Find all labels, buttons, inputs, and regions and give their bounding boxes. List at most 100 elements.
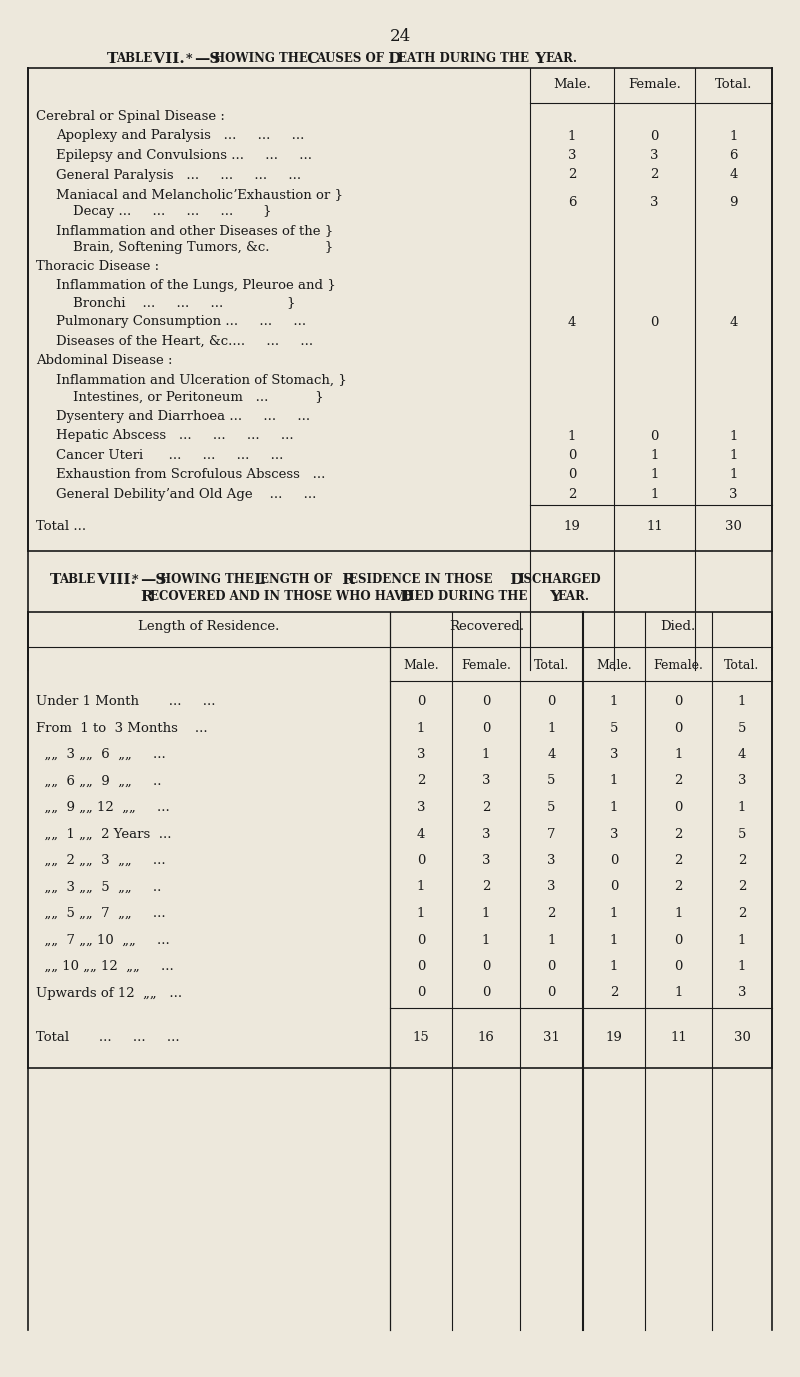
Text: 1: 1 [730, 468, 738, 482]
Text: 6: 6 [568, 196, 576, 209]
Text: Male.: Male. [553, 78, 591, 91]
Text: 11: 11 [646, 519, 663, 533]
Text: 3: 3 [650, 149, 658, 162]
Text: HOWING THE: HOWING THE [160, 573, 254, 587]
Text: 0: 0 [568, 449, 576, 463]
Text: „„  2 „„  3  „„     ...: „„ 2 „„ 3 „„ ... [36, 854, 166, 868]
Text: Total ...: Total ... [36, 519, 86, 533]
Text: 1: 1 [738, 934, 746, 946]
Text: 3: 3 [547, 880, 556, 894]
Text: 0: 0 [547, 986, 556, 1000]
Text: 4: 4 [730, 168, 738, 182]
Text: 0: 0 [650, 129, 658, 142]
Text: Cerebral or Spinal Disease :: Cerebral or Spinal Disease : [36, 110, 225, 123]
Text: 1: 1 [482, 748, 490, 761]
Text: 1: 1 [674, 907, 682, 920]
Text: 0: 0 [417, 695, 425, 708]
Text: 1: 1 [482, 907, 490, 920]
Text: 9: 9 [730, 196, 738, 209]
Text: 16: 16 [478, 1031, 494, 1044]
Text: Exhaustion from Scrofulous Abscess   ...: Exhaustion from Scrofulous Abscess ... [56, 468, 326, 482]
Text: General Debilityʼand Old Age    ...     ...: General Debilityʼand Old Age ... ... [56, 487, 316, 501]
Text: 0: 0 [547, 960, 556, 974]
Text: 0: 0 [610, 880, 618, 894]
Text: 3: 3 [568, 149, 576, 162]
Text: 1: 1 [417, 880, 425, 894]
Text: 1: 1 [730, 430, 738, 442]
Text: 1: 1 [674, 986, 682, 1000]
Text: 1: 1 [738, 960, 746, 974]
Text: Length of Residence.: Length of Residence. [138, 620, 280, 633]
Text: 3: 3 [738, 986, 746, 1000]
Text: EAR.: EAR. [545, 52, 577, 65]
Text: 30: 30 [734, 1031, 750, 1044]
Text: 1: 1 [417, 722, 425, 734]
Text: 1: 1 [547, 722, 556, 734]
Text: *: * [132, 574, 138, 587]
Text: 31: 31 [543, 1031, 560, 1044]
Text: 0: 0 [674, 801, 682, 814]
Text: Recovered.: Recovered. [449, 620, 524, 633]
Text: „„  5 „„  7  „„     ...: „„ 5 „„ 7 „„ ... [36, 907, 166, 920]
Text: 0: 0 [568, 468, 576, 482]
Text: „„  9 „„ 12  „„     ...: „„ 9 „„ 12 „„ ... [36, 801, 170, 814]
Text: R: R [337, 573, 355, 587]
Text: 0: 0 [417, 854, 425, 868]
Text: D: D [505, 573, 523, 587]
Text: 5: 5 [547, 774, 556, 788]
Text: *: * [186, 52, 193, 66]
Text: Upwards of 12  „„   ...: Upwards of 12 „„ ... [36, 986, 182, 1000]
Text: 0: 0 [482, 722, 490, 734]
Text: 2: 2 [674, 828, 682, 840]
Text: 0: 0 [482, 960, 490, 974]
Text: 0: 0 [417, 986, 425, 1000]
Text: 4: 4 [417, 828, 425, 840]
Text: From  1 to  3 Months    ...: From 1 to 3 Months ... [36, 722, 208, 734]
Text: D: D [383, 52, 402, 66]
Text: Epilepsy and Convulsions ...     ...     ...: Epilepsy and Convulsions ... ... ... [56, 149, 312, 162]
Text: 1: 1 [738, 695, 746, 708]
Text: Diseases of the Heart, &c....     ...     ...: Diseases of the Heart, &c.... ... ... [56, 335, 313, 348]
Text: 2: 2 [568, 487, 576, 501]
Text: 2: 2 [738, 854, 746, 868]
Text: 19: 19 [563, 519, 581, 533]
Text: 1: 1 [610, 801, 618, 814]
Text: 0: 0 [674, 722, 682, 734]
Text: Female.: Female. [628, 78, 681, 91]
Text: ESIDENCE IN THOSE: ESIDENCE IN THOSE [349, 573, 493, 587]
Text: 5: 5 [738, 722, 746, 734]
Text: Inflammation of the Lungs, Pleuroe and }: Inflammation of the Lungs, Pleuroe and } [56, 280, 336, 292]
Text: 0: 0 [650, 430, 658, 442]
Text: 5: 5 [610, 722, 618, 734]
Text: 5: 5 [738, 828, 746, 840]
Text: 1: 1 [482, 934, 490, 946]
Text: 4: 4 [568, 315, 576, 329]
Text: Bronchi    ...     ...     ...               }: Bronchi ... ... ... } [56, 296, 295, 310]
Text: 1: 1 [610, 695, 618, 708]
Text: 7: 7 [547, 828, 556, 840]
Text: 2: 2 [674, 854, 682, 868]
Text: 5: 5 [547, 801, 556, 814]
Text: 0: 0 [610, 854, 618, 868]
Text: Apoplexy and Paralysis   ...     ...     ...: Apoplexy and Paralysis ... ... ... [56, 129, 304, 142]
Text: 1: 1 [547, 934, 556, 946]
Text: ENGTH OF: ENGTH OF [260, 573, 332, 587]
Text: 2: 2 [568, 168, 576, 182]
Text: HOWING THE: HOWING THE [214, 52, 308, 65]
Text: 24: 24 [390, 28, 410, 45]
Text: VII.: VII. [148, 52, 185, 66]
Text: Y: Y [530, 52, 546, 66]
Text: ABLE: ABLE [116, 52, 152, 65]
Text: „„  6 „„  9  „„     ..: „„ 6 „„ 9 „„ .. [36, 774, 162, 788]
Text: Pulmonary Consumption ...     ...     ...: Pulmonary Consumption ... ... ... [56, 315, 306, 329]
Text: Under 1 Month       ...     ...: Under 1 Month ... ... [36, 695, 215, 708]
Text: 1: 1 [650, 487, 658, 501]
Text: 3: 3 [610, 828, 618, 840]
Text: 1: 1 [650, 449, 658, 463]
Text: 3: 3 [650, 196, 658, 209]
Text: 2: 2 [482, 801, 490, 814]
Text: 3: 3 [547, 854, 556, 868]
Text: 2: 2 [674, 880, 682, 894]
Text: 1: 1 [610, 960, 618, 974]
Text: „„  7 „„ 10  „„     ...: „„ 7 „„ 10 „„ ... [36, 934, 170, 946]
